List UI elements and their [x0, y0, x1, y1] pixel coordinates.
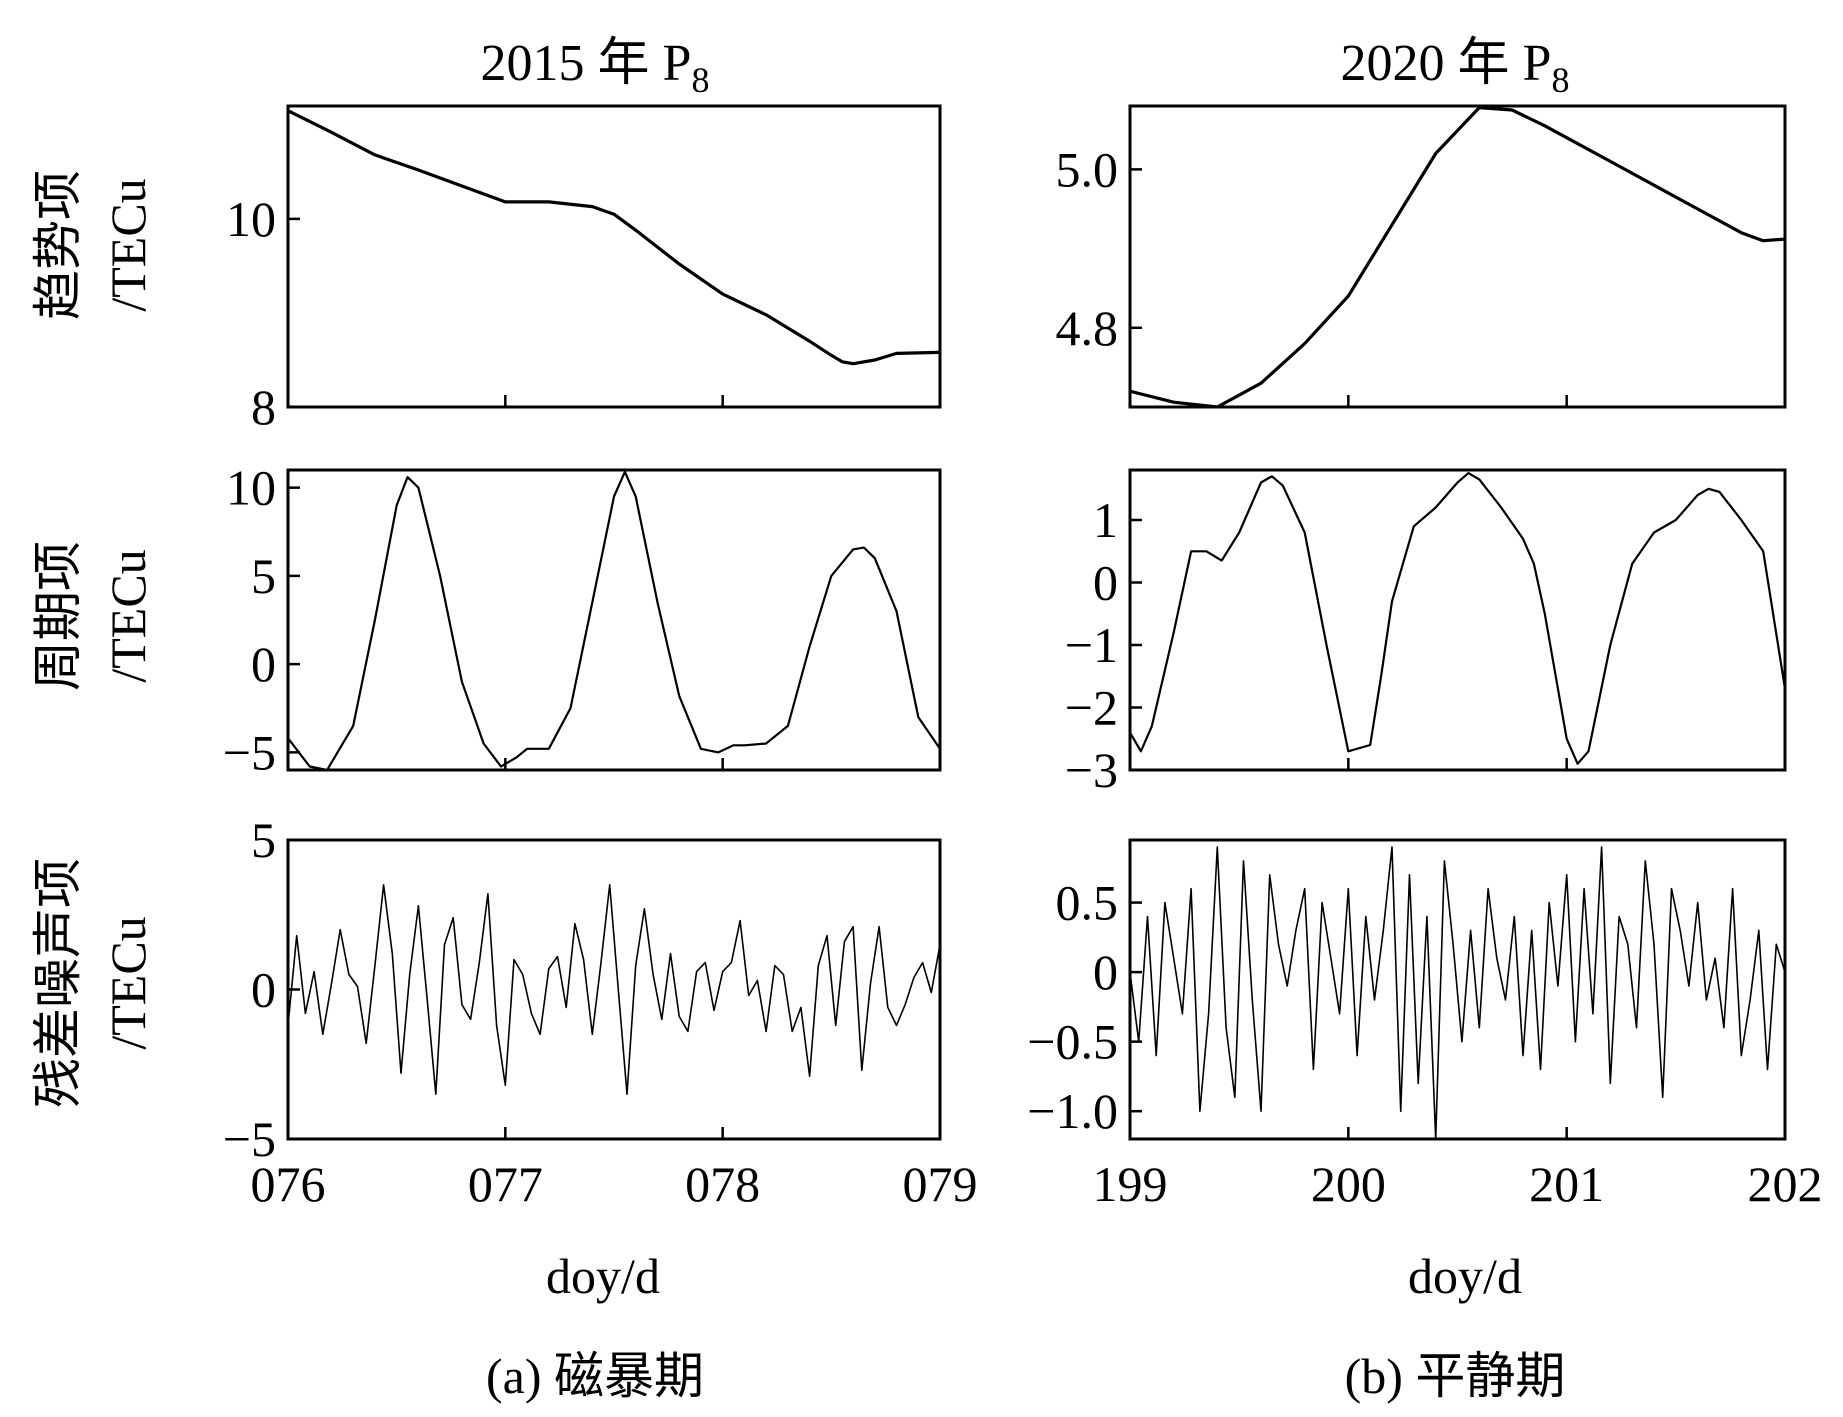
ytick-label-b-periodic: −2 — [1065, 680, 1118, 736]
column-title-b-subscript: 8 — [1551, 60, 1569, 100]
xtick-label-a-residual: 077 — [468, 1156, 543, 1212]
column-title-a-subscript: 8 — [691, 60, 709, 100]
ytick-label-a-periodic: 10 — [226, 460, 276, 516]
plot-frame-b-residual — [1128, 838, 1787, 1141]
ytick-label-a-residual: 5 — [251, 812, 276, 868]
xtick-label-a-residual: 079 — [903, 1156, 978, 1212]
panel-a-periodic: −5 0 5 10 — [223, 460, 942, 780]
caption-b: (b) 平静期 — [1345, 1348, 1566, 1404]
series-line-b-trend — [1130, 106, 1785, 407]
xtick-label-b-residual: 202 — [1748, 1156, 1823, 1212]
panel-a-trend: 8 10 — [226, 104, 942, 435]
ytick-label-b-periodic: −3 — [1065, 742, 1118, 798]
series-line-a-periodic — [288, 470, 940, 770]
xlabel-b: doy/d — [1408, 1248, 1522, 1304]
caption-a: (a) 磁暴期 — [486, 1348, 704, 1404]
series-line-b-periodic — [1130, 472, 1785, 765]
plot-frame-a-trend — [286, 104, 942, 409]
row-label-residual: 残差噪声项 /TECu — [30, 858, 156, 1108]
row-label-periodic-cn: 周期项 — [30, 541, 86, 691]
ytick-label-a-periodic: 0 — [251, 636, 276, 692]
series-line-a-trend — [288, 109, 940, 366]
panel-b-residual: −1.0 −0.5 0 0.5 199 200 201 202 — [1027, 838, 1823, 1212]
ytick-label-b-periodic: −1 — [1065, 617, 1118, 673]
xtick-label-a-residual: 076 — [251, 1156, 326, 1212]
ytick-label-a-trend: 8 — [251, 379, 276, 435]
ytick-label-b-trend: 4.8 — [1056, 300, 1119, 356]
row-label-trend-cn: 趋势项 — [30, 170, 86, 320]
xtick-label-a-residual: 078 — [685, 1156, 760, 1212]
ytick-label-b-residual: 0.5 — [1056, 875, 1119, 931]
ytick-label-b-residual: −0.5 — [1027, 1014, 1118, 1070]
ytick-label-b-trend: 5.0 — [1056, 141, 1119, 197]
column-title-a: 2015 年 P8 — [481, 35, 710, 100]
ytick-label-a-periodic: −5 — [223, 724, 276, 780]
ytick-label-b-residual: −1.0 — [1027, 1083, 1118, 1139]
xtick-label-b-residual: 201 — [1529, 1156, 1604, 1212]
panel-b-trend: 4.8 5.0 — [1056, 104, 1787, 409]
ytick-label-b-periodic: 0 — [1093, 555, 1118, 611]
panel-a-residual: −5 0 5 076 077 078 079 — [223, 812, 978, 1212]
ytick-label-b-residual: 0 — [1093, 944, 1118, 1000]
plot-frame-a-residual — [286, 838, 942, 1141]
plot-frame-b-trend — [1128, 104, 1787, 409]
ytick-label-b-periodic: 1 — [1093, 492, 1118, 548]
row-label-trend: 趋势项 /TECu — [30, 170, 156, 320]
column-title-b: 2020 年 P8 — [1341, 35, 1570, 100]
series-line-b-residual — [1130, 846, 1785, 1139]
ytick-label-a-trend: 10 — [226, 191, 276, 247]
row-label-residual-cn: 残差噪声项 — [30, 858, 86, 1108]
xtick-label-b-residual: 200 — [1311, 1156, 1386, 1212]
row-label-trend-unit: /TECu — [100, 178, 156, 311]
ytick-label-a-residual: 0 — [251, 962, 276, 1018]
row-label-periodic: 周期项 /TECu — [30, 541, 156, 691]
ytick-label-a-residual: −5 — [223, 1111, 276, 1167]
plot-frame-a-periodic — [286, 468, 942, 772]
row-label-periodic-unit: /TECu — [100, 549, 156, 682]
plot-frame-b-periodic — [1128, 468, 1787, 772]
ytick-label-a-periodic: 5 — [251, 548, 276, 604]
panel-b-periodic: −3 −2 −1 0 1 — [1065, 468, 1787, 798]
xlabel-a: doy/d — [546, 1248, 660, 1304]
series-line-a-residual — [288, 884, 940, 1095]
row-label-residual-unit: /TECu — [100, 916, 156, 1049]
xtick-label-b-residual: 199 — [1093, 1156, 1168, 1212]
